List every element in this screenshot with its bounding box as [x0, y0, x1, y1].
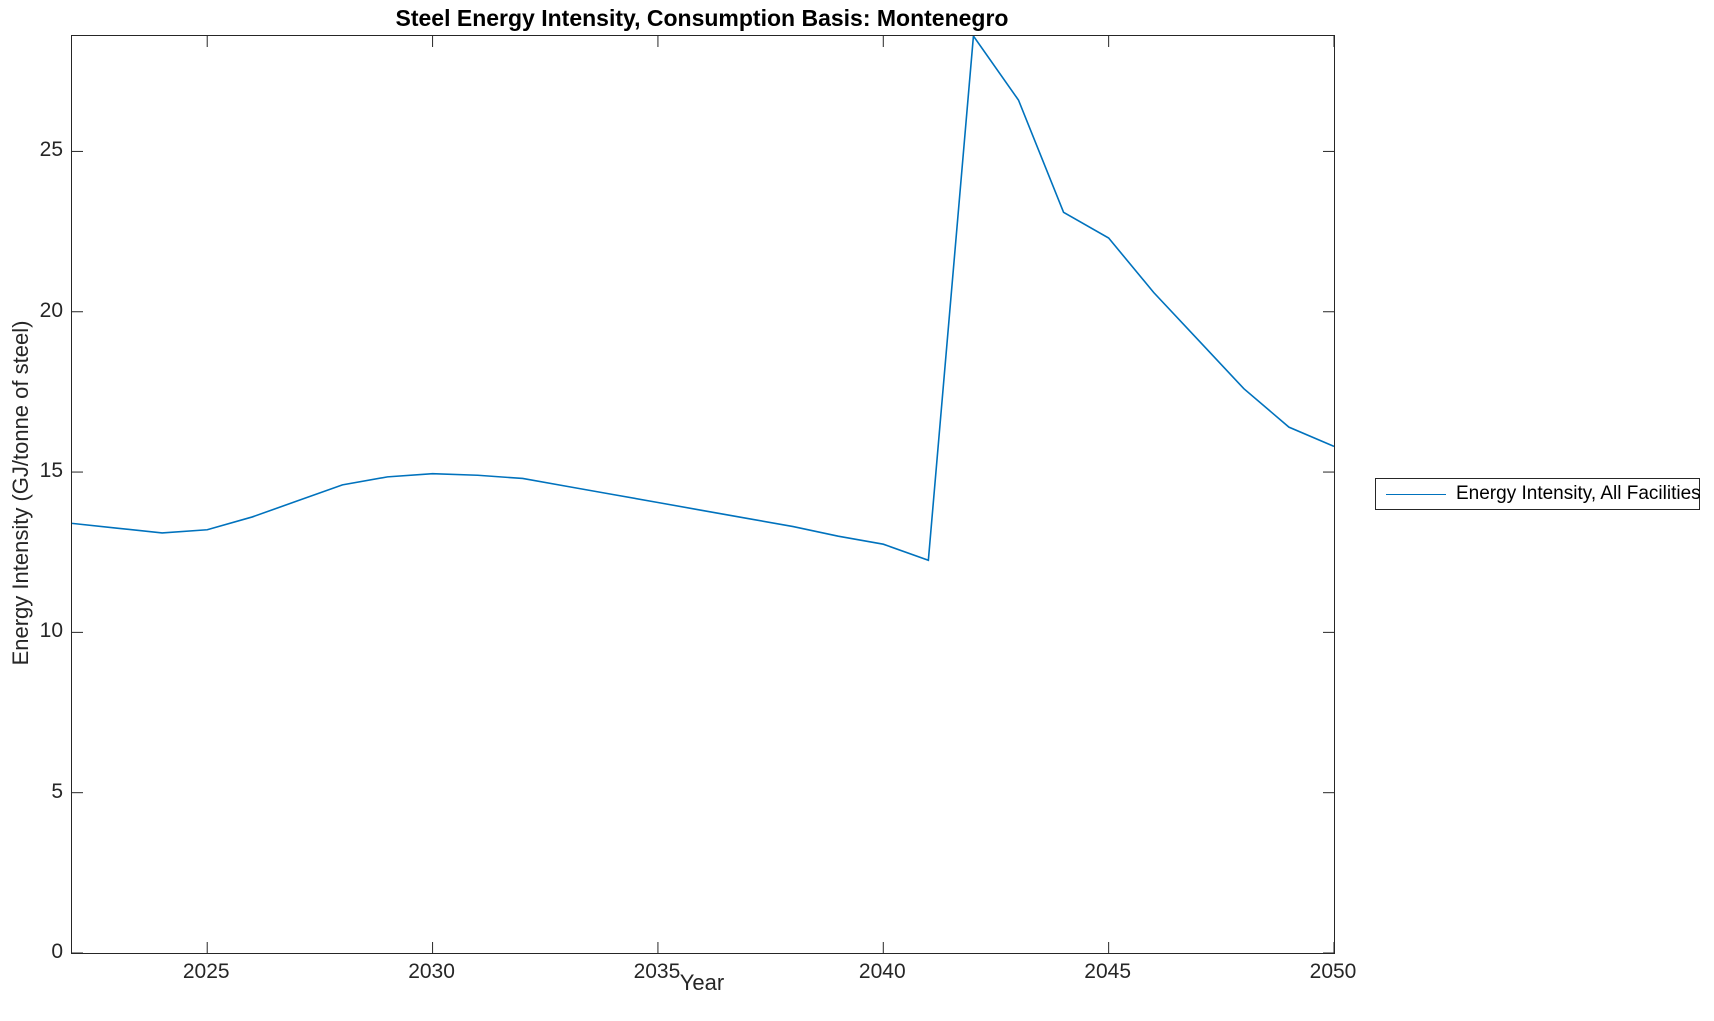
- x-tick-label: 2035: [633, 960, 681, 983]
- legend-line-sample: [1386, 493, 1446, 495]
- x-tick-label: 2045: [1084, 960, 1131, 983]
- x-tick-label: 2030: [408, 960, 455, 983]
- y-tick-label: 25: [39, 138, 63, 162]
- x-axis-label: Year: [679, 970, 725, 995]
- legend-entry-label: Energy Intensity, All Facilities: [1456, 483, 1701, 504]
- chart-title: Steel Energy Intensity, Consumption Basi…: [395, 5, 1009, 31]
- y-axis-label: Energy Intensity (GJ/tonne of steel): [8, 320, 33, 666]
- x-tick-label: 2040: [858, 960, 906, 983]
- legend: Energy Intensity, All Facilities: [1375, 478, 1701, 510]
- y-tick-label: 20: [39, 298, 63, 322]
- y-tick-label: 10: [39, 619, 63, 643]
- x-tick-label: 2025: [182, 960, 230, 983]
- y-tick-label: 0: [51, 940, 63, 963]
- y-tick-label: 5: [51, 779, 63, 803]
- plot-canvas: [72, 36, 1334, 953]
- x-tick-label: 2050: [1309, 960, 1357, 983]
- plot-area: [71, 35, 1335, 954]
- data-line-energy-intensity-all-facilities: [72, 36, 1334, 562]
- y-tick-label: 15: [39, 459, 63, 483]
